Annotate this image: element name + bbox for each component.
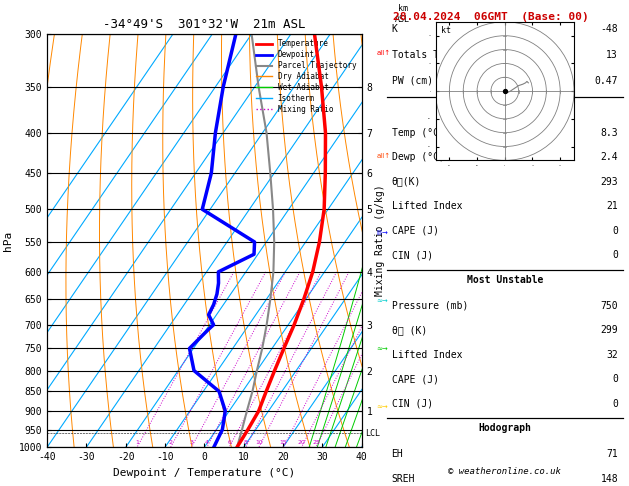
Text: 0: 0 <box>612 226 618 236</box>
Text: CAPE (J): CAPE (J) <box>391 226 438 236</box>
Text: 2.4: 2.4 <box>600 152 618 162</box>
Text: Temp (°C): Temp (°C) <box>391 128 445 138</box>
Text: Hodograph: Hodograph <box>478 423 532 433</box>
Text: 20: 20 <box>298 440 306 445</box>
Text: K: K <box>391 24 398 34</box>
Text: 750: 750 <box>600 300 618 311</box>
Text: 2: 2 <box>169 440 173 445</box>
Text: 6: 6 <box>227 440 231 445</box>
Legend: Temperature, Dewpoint, Parcel Trajectory, Dry Adiabat, Wet Adiabat, Isotherm, Mi: Temperature, Dewpoint, Parcel Trajectory… <box>255 38 358 115</box>
Text: Surface: Surface <box>484 102 525 112</box>
Title: -34°49'S  301°32'W  21m ASL: -34°49'S 301°32'W 21m ASL <box>103 18 306 32</box>
Text: CAPE (J): CAPE (J) <box>391 374 438 384</box>
Text: kt: kt <box>441 26 451 35</box>
Text: SREH: SREH <box>391 473 415 484</box>
Text: CIN (J): CIN (J) <box>391 399 433 409</box>
Text: Most Unstable: Most Unstable <box>467 275 543 285</box>
Y-axis label: Mixing Ratio (g/kg): Mixing Ratio (g/kg) <box>375 185 385 296</box>
Text: 8.3: 8.3 <box>600 128 618 138</box>
Text: lll→: lll→ <box>376 230 388 236</box>
Point <box>500 87 510 95</box>
Text: 21: 21 <box>606 201 618 211</box>
Text: 4: 4 <box>205 440 209 445</box>
Y-axis label: hPa: hPa <box>3 230 13 251</box>
Text: 0.47: 0.47 <box>594 76 618 86</box>
Text: 3: 3 <box>189 440 194 445</box>
Text: all↑: all↑ <box>376 153 390 158</box>
Text: 13: 13 <box>606 50 618 60</box>
Text: 299: 299 <box>600 325 618 335</box>
Text: ≈→: ≈→ <box>376 405 388 411</box>
Text: 32: 32 <box>606 349 618 360</box>
Text: CIN (J): CIN (J) <box>391 250 433 260</box>
Text: 71: 71 <box>606 449 618 459</box>
Text: 293: 293 <box>600 176 618 187</box>
Text: -48: -48 <box>600 24 618 34</box>
Text: 0: 0 <box>612 250 618 260</box>
Text: 8: 8 <box>244 440 248 445</box>
Text: 0: 0 <box>612 399 618 409</box>
Text: Totals Totals: Totals Totals <box>391 50 468 60</box>
Text: all↑: all↑ <box>376 51 390 56</box>
Text: Dewp (°C): Dewp (°C) <box>391 152 445 162</box>
Text: 28.04.2024  06GMT  (Base: 00): 28.04.2024 06GMT (Base: 00) <box>393 12 589 22</box>
Text: EH: EH <box>391 449 403 459</box>
X-axis label: Dewpoint / Temperature (°C): Dewpoint / Temperature (°C) <box>113 468 296 478</box>
Text: © weatheronline.co.uk: © weatheronline.co.uk <box>448 468 561 476</box>
Text: ≈→: ≈→ <box>376 347 388 353</box>
Text: θᴇ (K): θᴇ (K) <box>391 325 427 335</box>
Text: LCL: LCL <box>365 429 380 437</box>
Text: ≈→: ≈→ <box>376 298 388 304</box>
Text: km
ASL: km ASL <box>395 4 410 24</box>
Text: Lifted Index: Lifted Index <box>391 349 462 360</box>
Text: 10: 10 <box>255 440 263 445</box>
Text: 0: 0 <box>612 374 618 384</box>
Text: Lifted Index: Lifted Index <box>391 201 462 211</box>
Text: Pressure (mb): Pressure (mb) <box>391 300 468 311</box>
Text: θᴇ(K): θᴇ(K) <box>391 176 421 187</box>
Text: 1: 1 <box>135 440 139 445</box>
Text: 25: 25 <box>312 440 320 445</box>
Text: 15: 15 <box>280 440 287 445</box>
Text: PW (cm): PW (cm) <box>391 76 433 86</box>
Text: 148: 148 <box>600 473 618 484</box>
